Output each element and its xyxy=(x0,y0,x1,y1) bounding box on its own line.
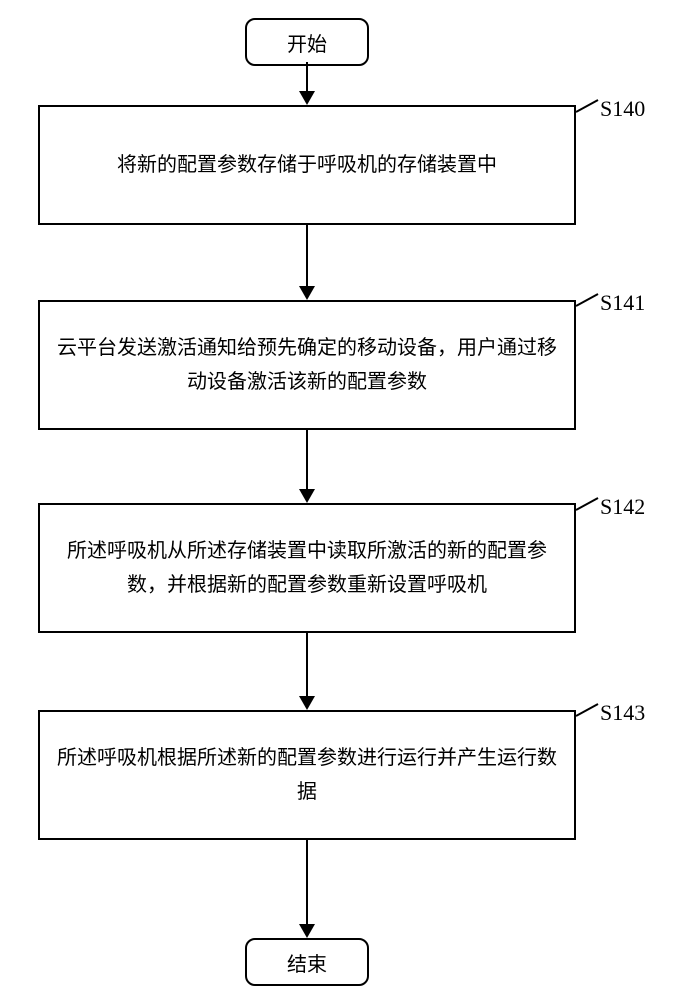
step-label-s143: S143 xyxy=(600,700,645,726)
arrow-line xyxy=(306,62,308,92)
step-label-s140: S140 xyxy=(600,96,645,122)
step-text: 云平台发送激活通知给预先确定的移动设备，用户通过移动设备激活该新的配置参数 xyxy=(50,331,564,399)
leader-line xyxy=(576,702,600,718)
step-s143: 所述呼吸机根据所述新的配置参数进行运行并产生运行数据 xyxy=(38,710,576,840)
step-label-s141: S141 xyxy=(600,290,645,316)
arrow-head xyxy=(299,696,315,710)
arrow-head xyxy=(299,489,315,503)
flowchart-canvas: 开始 将新的配置参数存储于呼吸机的存储装置中 S140 云平台发送激活通知给预先… xyxy=(0,0,682,1000)
arrow-line xyxy=(306,430,308,490)
step-s140: 将新的配置参数存储于呼吸机的存储装置中 xyxy=(38,105,576,225)
arrow-head xyxy=(299,91,315,105)
step-label-s142: S142 xyxy=(600,494,645,520)
step-text: 所述呼吸机根据所述新的配置参数进行运行并产生运行数据 xyxy=(50,741,564,809)
leader-line xyxy=(576,292,600,308)
start-label: 开始 xyxy=(287,28,327,57)
arrow-line xyxy=(306,225,308,287)
arrow-line xyxy=(306,633,308,697)
step-s142: 所述呼吸机从所述存储装置中读取所激活的新的配置参数，并根据新的配置参数重新设置呼… xyxy=(38,503,576,633)
arrow-head xyxy=(299,924,315,938)
leader-line xyxy=(576,496,600,512)
end-label: 结束 xyxy=(287,948,327,977)
start-node: 开始 xyxy=(245,18,369,66)
end-node: 结束 xyxy=(245,938,369,986)
step-s141: 云平台发送激活通知给预先确定的移动设备，用户通过移动设备激活该新的配置参数 xyxy=(38,300,576,430)
arrow-line xyxy=(306,840,308,925)
leader-line xyxy=(576,98,600,114)
step-text: 将新的配置参数存储于呼吸机的存储装置中 xyxy=(117,148,497,182)
step-text: 所述呼吸机从所述存储装置中读取所激活的新的配置参数，并根据新的配置参数重新设置呼… xyxy=(50,534,564,602)
arrow-head xyxy=(299,286,315,300)
